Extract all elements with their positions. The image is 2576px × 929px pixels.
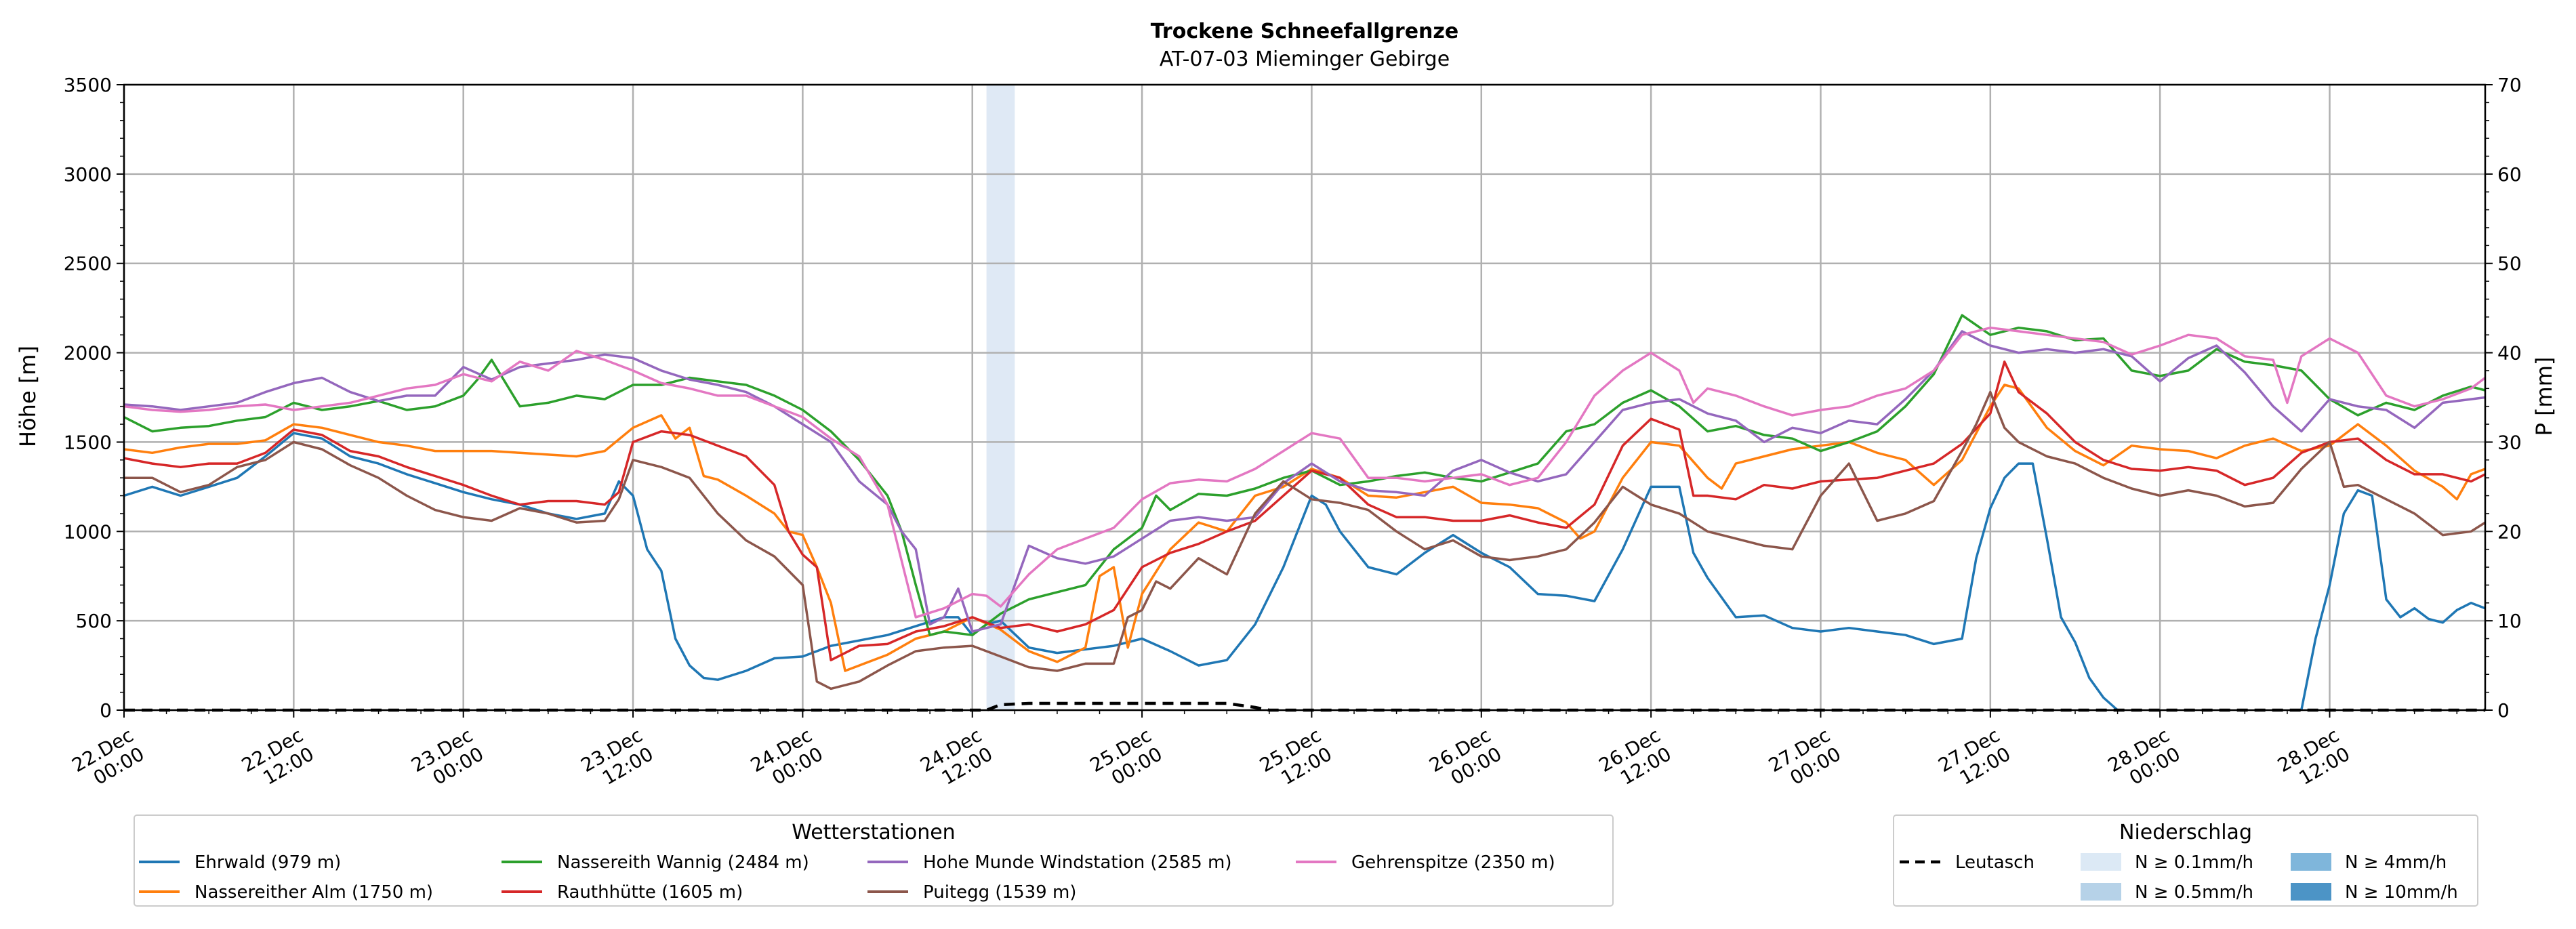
y-tick-label: 1000: [64, 520, 112, 543]
y-tick-label-right: 30: [2497, 431, 2522, 453]
series-line-5: [123, 330, 2486, 633]
y-tick-label-right: 10: [2497, 610, 2522, 632]
series-line-1: [2300, 489, 2486, 711]
legend-stations: Wetterstationen Ehrwald (979 m) Nassereit…: [134, 814, 1614, 907]
y-tick-label-right: 60: [2497, 163, 2522, 186]
legend-precip-swatch-0: [2081, 853, 2121, 871]
legend-label-6: Gehrenspitze (2350 m): [1351, 852, 1555, 873]
series-line-7: [123, 326, 2487, 619]
chart-title: Trockene Schneefallgrenze: [1151, 20, 1458, 43]
axes-frame: [123, 83, 2487, 711]
y-axis-label-right: P [mm]: [2531, 357, 2557, 436]
y-tick-label: 2500: [64, 253, 112, 275]
legend-precip-swatch-3: [2291, 883, 2331, 901]
series-line-6: [124, 390, 2486, 690]
legend-label-1: Nassereither Alm (1750 m): [195, 882, 433, 903]
legend-precip-label-3: N ≥ 10mm/h: [2345, 882, 2458, 903]
legend-precip-label-0: N ≥ 0.1mm/h: [2135, 852, 2253, 873]
y-tick-label-right: 40: [2497, 342, 2522, 365]
y-tick-label-right: 0: [2497, 699, 2510, 722]
series-line-2: [123, 384, 2486, 672]
precip-highlight-band: [986, 85, 1015, 710]
series-line-4: [123, 360, 2486, 661]
chart-subtitle: AT-07-03 Mieminger Gebirge: [1160, 47, 1450, 71]
y-axis-label: Höhe [m]: [15, 346, 41, 447]
y-tick-label: 500: [76, 610, 112, 632]
y-tick-label-right: 20: [2497, 520, 2522, 543]
legend-label-2: Nassereith Wannig (2484 m): [557, 852, 809, 873]
series-line-0: [123, 432, 2119, 711]
legend-precip-title: Niederschlag: [2119, 821, 2252, 844]
leutasch-precip-line: [124, 701, 2485, 712]
legend-label-5: Puitegg (1539 m): [923, 882, 1076, 903]
legend-label-3: Rauthhütte (1605 m): [557, 882, 743, 903]
legend-precip-label-2: N ≥ 4mm/h: [2345, 852, 2447, 873]
legend-precip-swatch-1: [2081, 883, 2121, 901]
y-tick-label: 2000: [64, 342, 112, 365]
legend-stations-title: Wetterstationen: [792, 821, 955, 844]
legend-label-4: Hohe Munde Windstation (2585 m): [923, 852, 1231, 873]
legend-precip-frame: [1893, 814, 2478, 907]
plot-area: 0 0 500 10 1000 20 1500 30 2000 40 2500 50 3000 60 350…: [64, 74, 2522, 789]
y-tick-label: 3500: [64, 74, 112, 96]
y-tick-label-right: 50: [2497, 253, 2522, 275]
legend-precip-label-1: N ≥ 0.5mm/h: [2135, 882, 2253, 903]
legend-leutasch-label: Leutasch: [1955, 852, 2035, 873]
legend-precipitation: Niederschlag Leutasch N ≥ 0.1mm/h N ≥ 0.5m…: [1893, 814, 2478, 907]
y-tick-label: 3000: [64, 163, 112, 186]
series-line-3: [123, 314, 2486, 636]
y-tick-label: 0: [100, 699, 112, 722]
y-tick-label: 1500: [64, 431, 112, 453]
y-tick-label-right: 70: [2497, 74, 2522, 96]
legend-label-0: Ehrwald (979 m): [195, 852, 341, 873]
legend-precip-swatch-2: [2291, 853, 2331, 871]
